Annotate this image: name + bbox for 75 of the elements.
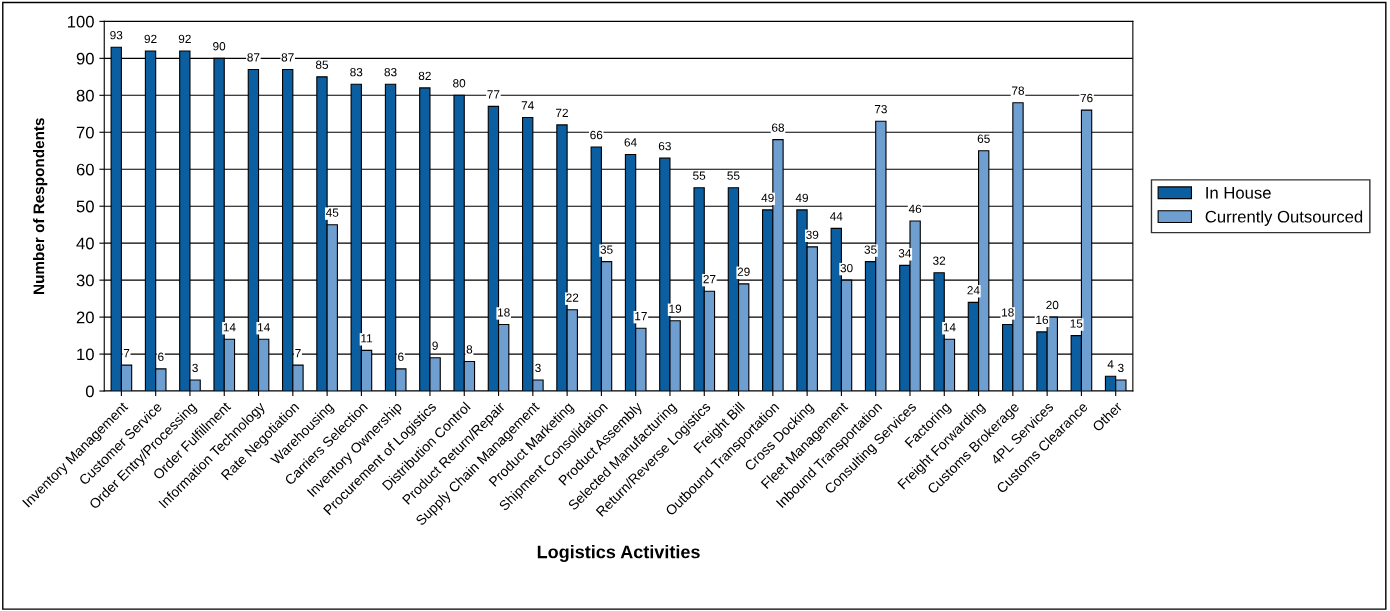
legend-label: In House [1206,187,1271,199]
data-label: 20 [1046,300,1059,310]
data-label: 7 [123,349,130,358]
data-label: 39 [806,230,819,239]
data-label: 49 [761,193,774,203]
y-tick-label: 50 [76,200,94,213]
data-label: 90 [213,42,226,51]
data-label: 68 [772,123,785,132]
data-label: 6 [398,352,404,361]
y-tick-label: 10 [77,348,94,361]
data-label: 15 [1070,319,1083,328]
data-label: 63 [658,141,671,151]
data-label: 85 [315,60,329,69]
data-label: 55 [693,171,706,180]
data-label: 49 [795,193,808,203]
data-label: 3 [535,363,541,373]
data-label: 18 [498,308,510,317]
data-label: 66 [590,130,603,140]
y-tick-label: 0 [85,385,94,398]
data-label: 14 [223,323,236,332]
data-label: 22 [566,293,579,302]
data-label: 18 [1002,308,1014,317]
data-label: 3 [192,363,198,373]
data-label: 14 [943,323,956,332]
data-label: 46 [908,204,922,214]
data-label: 11 [361,334,373,343]
data-label: 27 [703,274,716,284]
data-label: 73 [874,104,887,114]
data-label: 76 [1080,93,1093,103]
data-label: 9 [432,341,438,350]
data-label: 82 [418,71,431,81]
data-label: 72 [556,108,568,117]
data-label: 45 [325,208,339,217]
data-label: 83 [350,67,363,77]
data-label: 78 [1012,86,1025,95]
data-label: 65 [977,134,990,143]
data-label: 3 [1118,363,1124,373]
data-label: 6 [158,352,164,361]
data-label: 35 [864,245,877,254]
data-label: 34 [898,249,912,258]
data-label: 74 [521,101,534,110]
data-label: 16 [1036,315,1049,325]
data-label: 87 [281,53,294,62]
data-label: 14 [258,323,270,332]
y-tick-label: 20 [76,311,94,324]
data-label: 55 [727,171,740,180]
data-label: 24 [967,286,980,295]
data-label: 93 [110,31,123,40]
y-axis-title: Number of Respondents [33,118,48,294]
y-tick-label: 30 [76,274,94,287]
data-label: 80 [453,79,466,88]
y-tick-label: 90 [76,52,94,65]
data-label: 92 [144,34,157,44]
data-label: 30 [840,263,853,273]
y-tick-label: 40 [76,237,94,250]
data-label: 87 [247,53,260,62]
legend-label: Currently Outsourced [1205,210,1363,226]
data-label: 35 [600,245,613,254]
y-tick-label: 70 [76,126,94,139]
data-label: 19 [669,304,682,313]
data-label: 8 [466,345,473,354]
data-label: 64 [624,138,637,147]
data-label: 17 [635,312,647,321]
data-label: 32 [933,256,946,265]
x-axis-title: Logistics Activities [537,545,700,562]
data-label: 92 [178,34,191,44]
data-label: 77 [487,90,500,99]
y-tick-label: 80 [76,89,94,102]
data-label: 4 [1107,360,1114,369]
y-tick-label: 100 [67,15,94,28]
data-label: 7 [295,349,301,358]
data-label: 29 [737,267,750,276]
y-tick-label: 60 [76,163,94,176]
data-label: 44 [829,212,843,221]
data-label: 83 [384,67,397,77]
